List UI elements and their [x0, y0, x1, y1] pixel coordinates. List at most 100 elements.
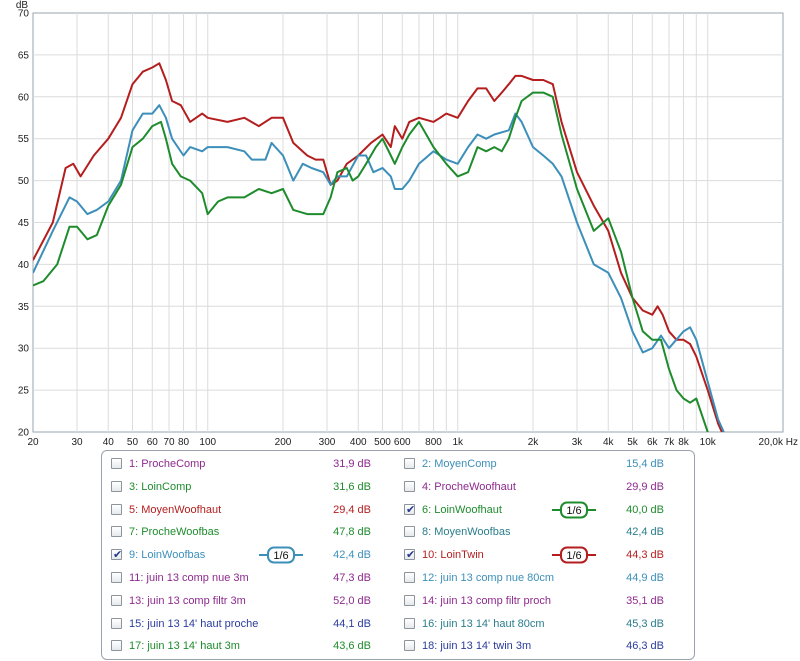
- legend-value: 42,4 dB: [333, 549, 371, 562]
- legend-checkbox[interactable]: ✔: [111, 594, 122, 606]
- y-tick-label: 45: [18, 218, 30, 229]
- legend-label: 16: juin 13 14' haut 80cm: [422, 617, 545, 630]
- x-axis: 20 30 40 50 60 70 80 100 200 300 400 500 600 800 1k 2k 3…: [27, 437, 798, 448]
- svg-text:1/6: 1/6: [273, 550, 288, 562]
- legend-entry[interactable]: ✔ 7: ProcheWoofbas 47,8 dB: [111, 523, 381, 541]
- x-tick-label: 500: [374, 437, 391, 448]
- legend-checkbox[interactable]: ✔: [404, 548, 415, 561]
- x-tick-label: 70: [163, 437, 175, 448]
- legend-label: 13: juin 13 comp filtr 3m: [129, 594, 246, 607]
- series-line: [33, 104, 725, 432]
- legend-entry[interactable]: ✔ 3: LoinComp 31,6 dB: [111, 478, 381, 496]
- legend-label: 14: juin 13 comp filtr proch: [422, 594, 552, 607]
- legend-entry[interactable]: ✔ 12: juin 13 comp nue 80cm 44,9 dB: [404, 569, 674, 587]
- legend-checkbox[interactable]: ✔: [404, 617, 415, 629]
- x-tick-label: 1k: [452, 437, 464, 448]
- legend-value: 44,1 dB: [333, 617, 371, 630]
- y-tick-label: 60: [18, 92, 30, 103]
- legend-entry[interactable]: ✔ 17: juin 13 14' haut 3m 43,6 dB: [111, 637, 381, 655]
- legend-label: 17: juin 13 14' haut 3m: [129, 640, 240, 653]
- legend-checkbox[interactable]: ✔: [404, 526, 415, 538]
- x-tick-label: 400: [350, 437, 367, 448]
- legend-label: 9: LoinWoofbas: [129, 549, 206, 562]
- legend-value: 46,3 dB: [626, 640, 664, 653]
- y-axis-label: dB: [16, 0, 29, 11]
- legend-entry[interactable]: ✔ 2: MoyenComp 15,4 dB: [404, 455, 674, 473]
- smoothing-badge[interactable]: 1/6: [259, 546, 303, 564]
- svg-text:1/6: 1/6: [566, 550, 581, 562]
- legend-value: 43,6 dB: [333, 640, 371, 653]
- legend-label: 3: LoinComp: [129, 480, 192, 493]
- legend-checkbox[interactable]: ✔: [111, 526, 122, 538]
- legend-entry[interactable]: ✔ 14: juin 13 comp filtr proch 35,1 dB: [404, 592, 674, 610]
- x-tick-label: 20,0k Hz: [759, 437, 798, 448]
- series-line: [33, 62, 723, 432]
- legend-value: 31,9 dB: [333, 458, 371, 470]
- legend-value: 42,4 dB: [626, 526, 664, 539]
- legend-entry[interactable]: ✔ 10: LoinTwin 1/6 44,3 dB: [404, 546, 674, 564]
- legend-checkbox[interactable]: ✔: [404, 503, 415, 516]
- legend-entry[interactable]: ✔ 4: ProcheWoofhaut 29,9 dB: [404, 478, 674, 496]
- legend-entry[interactable]: ✔ 8: MoyenWoofbas 42,4 dB: [404, 523, 674, 541]
- x-tick-label: 800: [425, 437, 442, 448]
- legend-checkbox[interactable]: ✔: [111, 640, 122, 652]
- legend-label: 5: MoyenWoofhaut: [129, 503, 222, 516]
- x-tick-label: 5k: [627, 437, 639, 448]
- smoothing-badge[interactable]: 1/6: [552, 546, 596, 564]
- legend-value: 35,1 dB: [626, 594, 664, 607]
- legend-entry[interactable]: ✔ 16: juin 13 14' haut 80cm 45,3 dB: [404, 615, 674, 633]
- legend-checkbox[interactable]: ✔: [111, 458, 122, 469]
- legend-checkbox[interactable]: ✔: [111, 503, 122, 515]
- x-tick-label: 200: [275, 437, 292, 448]
- frequency-response-chart: 20 30 40 50 60 70 80 100 200 300 400 500 600 800 1k 2k 3…: [16, 0, 798, 448]
- y-tick-label: 20: [18, 428, 30, 439]
- y-tick-label: 30: [18, 344, 30, 355]
- legend-value: 29,4 dB: [333, 503, 371, 516]
- y-tick-label: 50: [18, 176, 30, 187]
- legend-entry[interactable]: ✔ 11: juin 13 comp nue 3m 47,3 dB: [111, 569, 381, 587]
- y-tick-label: 40: [18, 260, 30, 271]
- x-tick-label: 60: [147, 437, 159, 448]
- y-tick-label: 65: [18, 50, 30, 61]
- legend-checkbox[interactable]: ✔: [111, 548, 122, 561]
- legend-checkbox[interactable]: ✔: [404, 480, 415, 492]
- legend-checkbox[interactable]: ✔: [404, 572, 415, 583]
- legend-label: 6: LoinWoofhaut: [422, 503, 502, 516]
- x-tick-label: 7k: [664, 437, 676, 448]
- x-tick-label: 600: [394, 437, 411, 448]
- svg-text:1/6: 1/6: [566, 505, 581, 517]
- legend-value: 15,4 dB: [626, 458, 664, 470]
- x-tick-label: 3k: [572, 437, 584, 448]
- legend-label: 1: ProcheComp: [129, 458, 206, 470]
- legend-checkbox[interactable]: ✔: [111, 480, 122, 492]
- legend-label: 2: MoyenComp: [422, 458, 497, 470]
- legend-label: 11: juin 13 comp nue 3m: [129, 572, 249, 584]
- legend-checkbox[interactable]: ✔: [111, 572, 122, 583]
- x-tick-label: 30: [71, 437, 83, 448]
- x-tick-label: 40: [103, 437, 115, 448]
- legend-label: 18: juin 13 14' twin 3m: [422, 640, 532, 653]
- legend-value: 29,9 dB: [626, 480, 664, 493]
- x-tick-label: 300: [319, 437, 336, 448]
- legend-entry[interactable]: ✔ 1: ProcheComp 31,9 dB: [111, 455, 381, 473]
- smoothing-badge[interactable]: 1/6: [552, 501, 596, 519]
- checkmark-icon: ✔: [406, 548, 416, 562]
- x-tick-label: 80: [178, 437, 190, 448]
- legend-entry[interactable]: ✔ 6: LoinWoofhaut 1/6 40,0 dB: [404, 501, 674, 519]
- legend-entry[interactable]: ✔ 5: MoyenWoofhaut 29,4 dB: [111, 501, 381, 519]
- legend-entry[interactable]: ✔ 15: juin 13 14' haut proche 44,1 dB: [111, 615, 381, 633]
- legend-checkbox[interactable]: ✔: [404, 594, 415, 606]
- y-axis: 20 25 30 35 40 45 50 55 60 65 70: [18, 9, 30, 439]
- legend-checkbox[interactable]: ✔: [111, 617, 122, 629]
- x-tick-label: 20: [27, 437, 39, 448]
- legend-entry[interactable]: ✔ 13: juin 13 comp filtr 3m 52,0 dB: [111, 592, 381, 610]
- x-tick-label: 6k: [647, 437, 659, 448]
- legend-label: 7: ProcheWoofbas: [129, 526, 220, 539]
- legend-checkbox[interactable]: ✔: [404, 640, 415, 652]
- y-tick-label: 70: [18, 9, 30, 20]
- legend-entry[interactable]: ✔ 18: juin 13 14' twin 3m 46,3 dB: [404, 637, 674, 655]
- legend-checkbox[interactable]: ✔: [404, 458, 415, 469]
- legend-entry[interactable]: ✔ 9: LoinWoofbas 1/6 42,4 dB: [111, 546, 381, 564]
- legend-value: 47,8 dB: [333, 526, 371, 539]
- legend-label: 10: LoinTwin: [422, 549, 484, 562]
